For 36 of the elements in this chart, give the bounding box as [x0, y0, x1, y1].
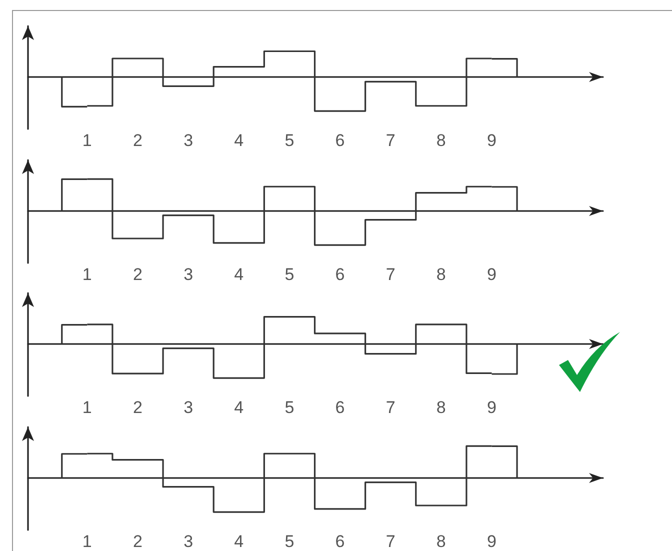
- x-tick-label: 5: [284, 131, 294, 150]
- x-tick-label: 9: [487, 398, 496, 417]
- x-tick-label: 7: [386, 264, 396, 284]
- x-tick-label: 6: [335, 264, 345, 284]
- x-tick-label: 8: [436, 532, 446, 550]
- x-tick-label: 1: [82, 398, 92, 417]
- x-tick-label: 2: [133, 131, 142, 150]
- x-tick-label: 3: [184, 264, 194, 284]
- x-tick-label: 3: [184, 131, 194, 150]
- x-tick-label: 7: [386, 398, 396, 417]
- x-tick-label: 4: [234, 131, 244, 150]
- x-tick-label: 4: [234, 398, 244, 417]
- x-tick-label: 2: [133, 264, 142, 284]
- x-tick-label: 5: [284, 398, 294, 417]
- x-tick-label: 2: [133, 532, 142, 550]
- x-tick-label: 8: [436, 264, 446, 284]
- x-tick-label: 2: [133, 398, 142, 417]
- x-tick-label: 1: [82, 264, 92, 284]
- x-tick-label: 1: [82, 532, 92, 550]
- x-tick-label: 8: [436, 131, 446, 150]
- x-tick-label: 4: [234, 264, 244, 284]
- x-tick-label: 9: [487, 264, 496, 284]
- x-tick-label: 5: [284, 264, 294, 284]
- x-tick-label: 3: [184, 532, 194, 550]
- x-tick-label: 6: [335, 131, 345, 150]
- x-tick-label: 9: [487, 532, 496, 550]
- x-tick-label: 5: [284, 532, 294, 550]
- x-tick-label: 4: [234, 532, 244, 550]
- x-tick-label: 7: [386, 131, 396, 150]
- x-tick-label: 3: [184, 398, 194, 417]
- x-tick-label: 7: [386, 532, 396, 550]
- x-tick-label: 8: [436, 398, 446, 417]
- x-tick-label: 9: [487, 131, 496, 150]
- x-tick-label: 6: [335, 398, 345, 417]
- x-tick-label: 6: [335, 532, 345, 550]
- x-tick-label: 1: [82, 131, 92, 150]
